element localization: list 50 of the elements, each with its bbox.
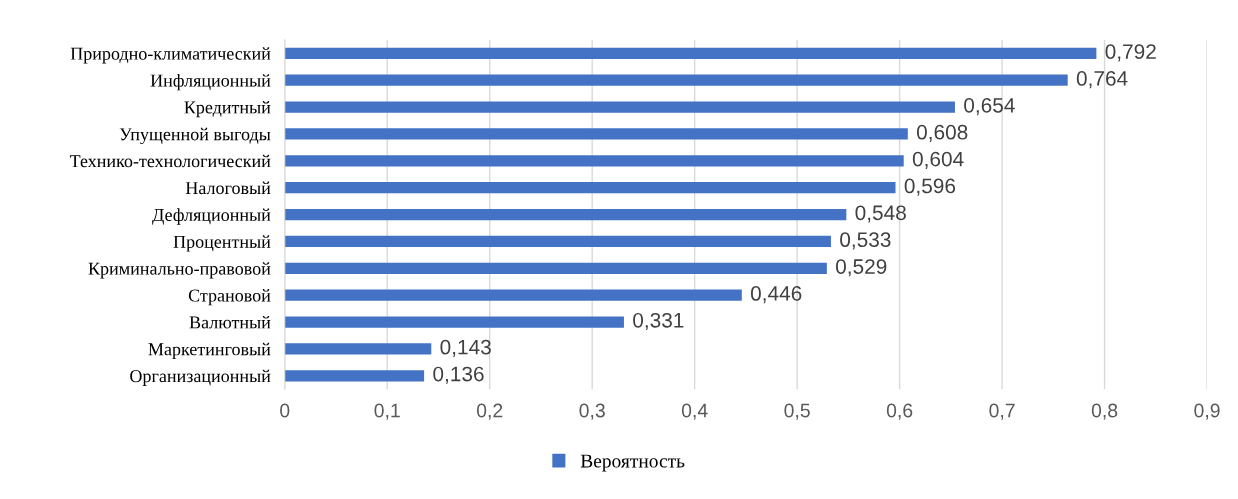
data-label: 0,548: [855, 205, 906, 223]
bar: [284, 370, 425, 382]
x-tick-label: 0,9: [1194, 403, 1220, 420]
y-tick-label: Маркетинговый: [148, 342, 271, 360]
data-label: 0,764: [1076, 71, 1128, 89]
data-label: 0,529: [836, 259, 887, 277]
data-label: 0,608: [916, 124, 968, 143]
bar: [284, 74, 1068, 86]
x-tick-label: 0,3: [579, 403, 605, 420]
x-tick-label: 0: [280, 403, 290, 418]
data-label: 0,143: [440, 339, 491, 357]
data-label: 0,792: [1105, 44, 1156, 62]
data-label: 0,654: [964, 97, 1015, 116]
y-tick-label: Технико-технологический: [69, 154, 271, 168]
bar: [284, 128, 908, 140]
y-tick-label: Валютный: [189, 315, 271, 329]
x-tick-label: 0,4: [681, 403, 708, 420]
data-label: 0,446: [750, 286, 802, 304]
y-tick-label: Налоговый: [185, 181, 271, 195]
y-tick-label: Организационный: [130, 369, 271, 386]
x-tick-label: 0,7: [989, 403, 1015, 420]
x-tick-label: 0,1: [374, 403, 400, 420]
data-label: 0,533: [840, 232, 891, 250]
y-tick-label: Процентный: [173, 235, 271, 252]
bar: [284, 262, 827, 274]
legend-label: Вероятность: [580, 454, 685, 472]
data-label: 0,331: [633, 312, 684, 331]
bar: [284, 47, 1097, 59]
x-tick-label: 0,5: [784, 403, 810, 420]
x-tick-label: 0,6: [886, 403, 913, 420]
y-tick-label: Страновой: [188, 289, 271, 306]
bar: [284, 208, 847, 221]
data-label: 0,604: [912, 151, 964, 169]
x-tick-label: 0,8: [1091, 403, 1118, 420]
bar: [284, 235, 831, 248]
data-label: 0,136: [433, 366, 484, 384]
y-tick-label: Упущенной выгоды: [119, 127, 271, 145]
bar: [284, 182, 896, 194]
y-tick-label: Кредитный: [184, 101, 271, 118]
data-label: 0,596: [904, 178, 956, 196]
x-tick-label: 0,2: [476, 403, 503, 420]
bar: [284, 101, 955, 113]
bar: [284, 289, 742, 301]
y-tick-label: Дефляционный: [152, 208, 271, 225]
bar: [284, 155, 904, 167]
bar: [284, 316, 624, 328]
y-tick-label: Криминально-правовой: [88, 262, 271, 279]
y-tick-label: Природно-климатический: [70, 47, 271, 64]
bar: [284, 343, 432, 355]
y-tick-label: Инфляционный: [150, 73, 271, 91]
